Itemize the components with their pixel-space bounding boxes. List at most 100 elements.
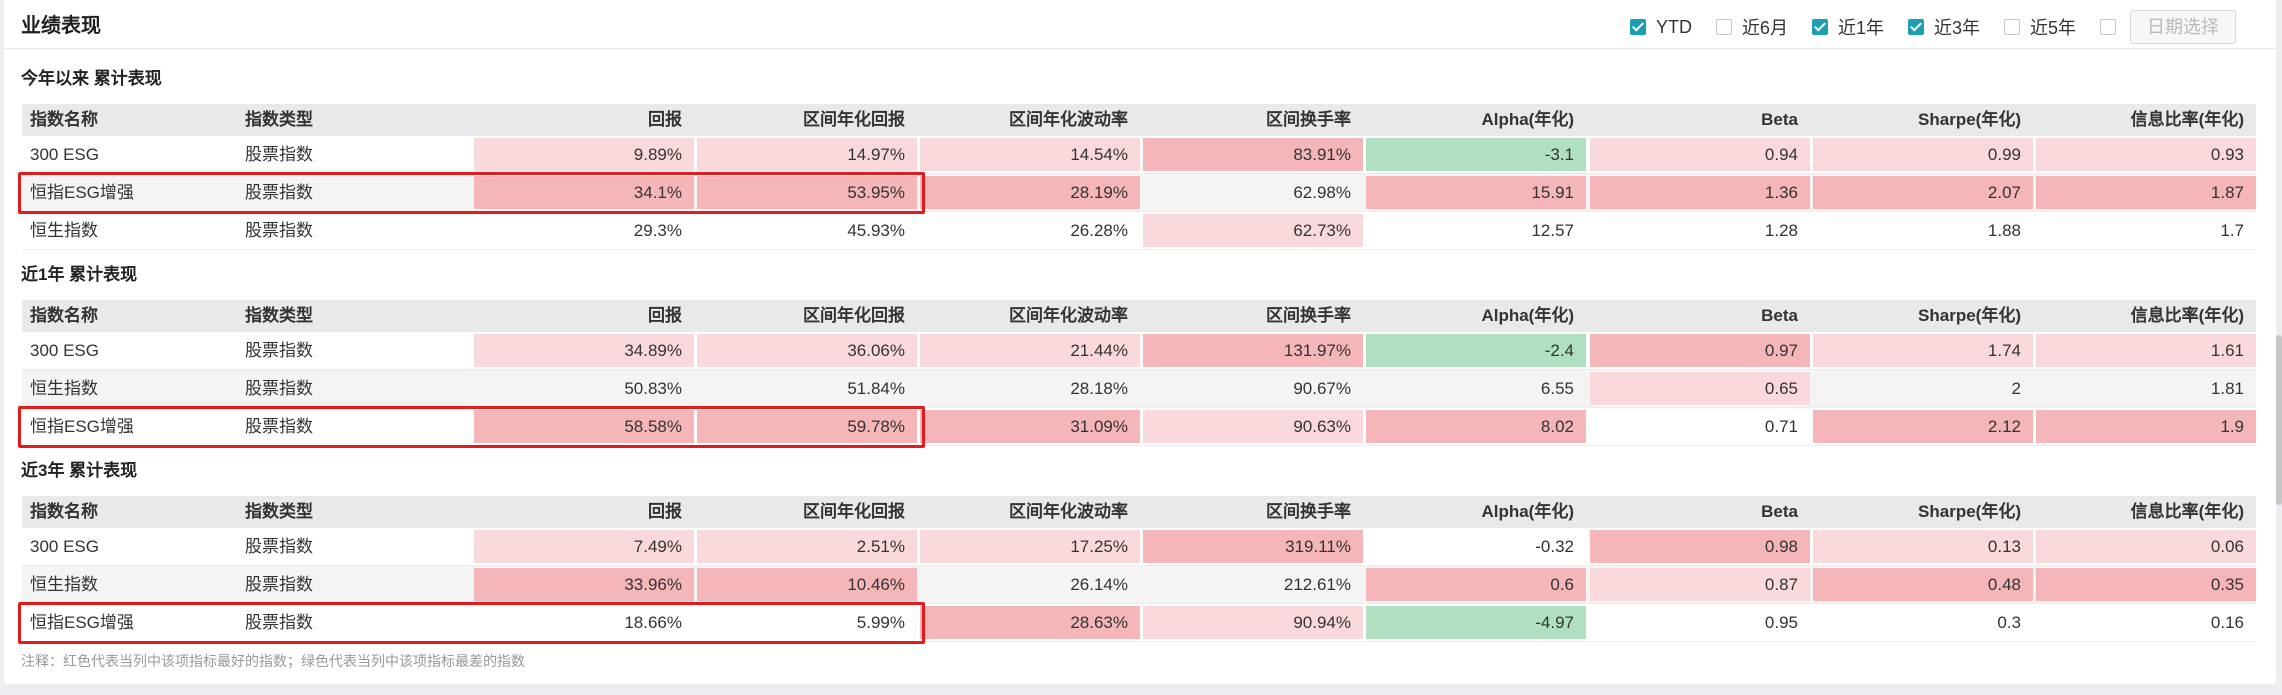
column-header: 区间年化波动率 [1009, 306, 1128, 325]
table-header: 指数名称 指数类型 回报 区间年化回报 区间年化波动率 区间换手率 Alpha(年化) Bet… [22, 300, 2256, 332]
metric-cell: 0.16 [2210, 613, 2244, 632]
metric-cell: 5.99% [856, 613, 905, 632]
period-filters: YTD 近6月 近1年 近3年 近5年 日期选择 [1606, 10, 2236, 44]
metric-cell: 62.73% [1143, 214, 1363, 247]
section-title: 近1年 累计表现 [21, 265, 138, 284]
column-header: 区间年化回报 [803, 110, 905, 129]
table-row[interactable]: 300 ESG 股票指数 34.89% 36.06% 21.44% 131.97% -2.4… [22, 332, 2256, 370]
index-type-cell: 股票指数 [245, 537, 313, 556]
index-name-cell: 300 ESG [30, 145, 99, 164]
column-header: Beta [1761, 502, 1798, 521]
performance-panel: 业绩表现 YTD 近6月 近1年 近3年 近5年 日期选择 今年以来 累计表现 指数名称 指数… [4, 0, 2276, 684]
metric-cell: 0.97 [1590, 334, 1810, 367]
index-type-cell: 股票指数 [245, 575, 313, 594]
metric-cell: 59.78% [697, 410, 917, 443]
column-header: 区间换手率 [1266, 110, 1351, 129]
filter-2[interactable]: 近1年 [1811, 14, 1884, 40]
metric-cell: 83.91% [1143, 138, 1363, 171]
table-row[interactable]: 300 ESG 股票指数 7.49% 2.51% 17.25% 319.11% -0.32 0… [22, 528, 2256, 566]
filter-1[interactable]: 近6月 [1715, 14, 1788, 40]
column-header: Alpha(年化) [1481, 306, 1574, 325]
date-filter-checkbox[interactable] [2100, 19, 2116, 35]
filter-3[interactable]: 近3年 [1907, 14, 1980, 40]
column-header: 指数类型 [245, 502, 313, 521]
metric-cell: 0.13 [1813, 530, 2033, 563]
filter-0[interactable]: YTD [1629, 17, 1692, 38]
metric-cell: 0.6 [1366, 568, 1586, 601]
metric-cell: 1.28 [1764, 221, 1798, 240]
metric-cell: 2.12 [1813, 410, 2033, 443]
section-title: 今年以来 累计表现 [21, 69, 162, 88]
metric-cell: 26.14% [1070, 575, 1128, 594]
metric-cell: 0.99 [1813, 138, 2033, 171]
metric-cell: 1.81 [2210, 379, 2244, 398]
metric-cell: 90.67% [1293, 379, 1351, 398]
table-row[interactable]: 恒指ESG增强 股票指数 58.58% 59.78% 31.09% 90.63% 8.02 0… [22, 408, 2256, 446]
column-header: Alpha(年化) [1481, 502, 1574, 521]
metric-cell: 0.06 [2036, 530, 2256, 563]
metric-cell: 1.87 [2036, 176, 2256, 209]
filter-label: 近5年 [2029, 18, 2076, 38]
metric-cell: 53.95% [697, 176, 917, 209]
index-type-cell: 股票指数 [245, 145, 313, 164]
column-header: 区间年化回报 [803, 502, 905, 521]
metric-cell: 45.93% [847, 221, 905, 240]
metric-cell: 0.48 [1813, 568, 2033, 601]
metric-cell: 14.97% [697, 138, 917, 171]
metric-cell: 0.3 [1997, 613, 2021, 632]
filter-checkbox[interactable] [2003, 19, 2020, 35]
table-row[interactable]: 恒指ESG增强 股票指数 18.66% 5.99% 28.63% 90.94% -4.97 0… [22, 604, 2256, 642]
metric-cell: 2.07 [1813, 176, 2033, 209]
table-row[interactable]: 恒生指数 股票指数 29.3% 45.93% 26.28% 62.73% 12.57 1.28… [22, 212, 2256, 250]
metric-cell: 36.06% [697, 334, 917, 367]
metric-cell: 1.88 [1987, 221, 2021, 240]
metric-cell: 10.46% [697, 568, 917, 601]
metric-cell: 28.63% [920, 606, 1140, 639]
filter-label: 近6月 [1741, 18, 1788, 38]
metric-cell: 18.66% [624, 613, 682, 632]
table-row[interactable]: 300 ESG 股票指数 9.89% 14.97% 14.54% 83.91% -3.1 0.… [22, 136, 2256, 174]
metric-cell: 0.71 [1764, 417, 1798, 436]
table-row[interactable]: 恒生指数 股票指数 50.83% 51.84% 28.18% 90.67% 6.55 0.65… [22, 370, 2256, 408]
index-type-cell: 股票指数 [245, 379, 313, 398]
metric-cell: -0.32 [1535, 537, 1574, 556]
metric-cell: 31.09% [920, 410, 1140, 443]
table-row[interactable]: 恒生指数 股票指数 33.96% 10.46% 26.14% 212.61% 0.6 0.87… [22, 566, 2256, 604]
index-name-cell: 恒生指数 [30, 575, 98, 594]
panel-title: 业绩表现 [21, 15, 101, 37]
index-type-cell: 股票指数 [245, 417, 313, 436]
date-filter[interactable]: 日期选择 [2100, 10, 2236, 44]
index-name-cell: 300 ESG [30, 537, 99, 556]
index-type-cell: 股票指数 [245, 183, 313, 202]
metric-cell: 1.7 [2220, 221, 2244, 240]
column-header: 指数类型 [245, 306, 313, 325]
panel-header: 业绩表现 YTD 近6月 近1年 近3年 近5年 日期选择 [4, 0, 2276, 49]
index-type-cell: 股票指数 [245, 613, 313, 632]
metric-cell: 50.83% [624, 379, 682, 398]
metric-cell: 0.93 [2036, 138, 2256, 171]
vertical-scrollbar[interactable] [2276, 335, 2282, 505]
footnote: 注释：红色代表当列中该项指标最好的指数；绿色代表当列中该项指标最差的指数 [21, 653, 525, 669]
index-name-cell: 恒生指数 [30, 379, 98, 398]
column-header: 指数名称 [30, 306, 98, 325]
column-header: Beta [1761, 306, 1798, 325]
column-header: 信息比率(年化) [2130, 306, 2244, 325]
performance-table: 指数名称 指数类型 回报 区间年化回报 区间年化波动率 区间换手率 Alpha(年化) Bet… [18, 300, 2256, 448]
table-row[interactable]: 恒指ESG增强 股票指数 34.1% 53.95% 28.19% 62.98% 15.91 1… [22, 174, 2256, 212]
metric-cell: 2 [2011, 379, 2021, 398]
index-type-cell: 股票指数 [245, 341, 313, 360]
filter-4[interactable]: 近5年 [2003, 14, 2076, 40]
filter-label: 近3年 [1933, 18, 1980, 38]
column-header: 指数类型 [245, 110, 313, 129]
metric-cell: 28.18% [1070, 379, 1128, 398]
date-picker-button[interactable]: 日期选择 [2130, 10, 2236, 44]
metric-cell: 51.84% [847, 379, 905, 398]
metric-cell: 26.28% [1070, 221, 1128, 240]
filter-checkbox[interactable] [1715, 19, 1732, 35]
filter-checkbox[interactable] [1629, 19, 1646, 35]
metric-cell: 34.89% [474, 334, 694, 367]
filter-checkbox[interactable] [1811, 19, 1828, 35]
filter-checkbox[interactable] [1907, 19, 1924, 35]
column-header: 区间年化波动率 [1009, 502, 1128, 521]
metric-cell: 0.35 [2036, 568, 2256, 601]
